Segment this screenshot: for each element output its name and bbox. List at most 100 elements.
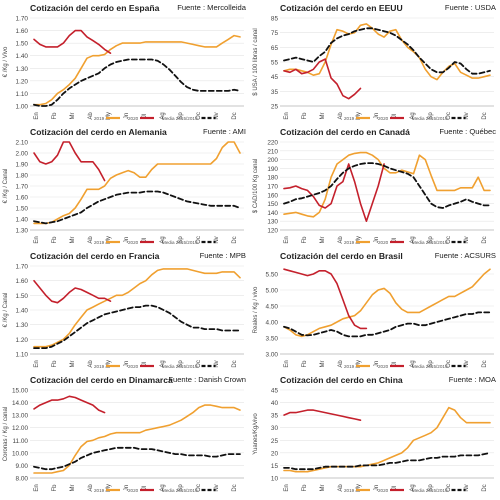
y-tick-label: 210 <box>267 148 278 155</box>
x-tick-label: Sp <box>428 484 434 492</box>
y-tick-label: 140 <box>267 210 278 217</box>
x-tick-label: Mr <box>320 485 326 492</box>
series-line-media <box>33 190 241 225</box>
legend-label: Media 2015/2019 <box>162 116 198 121</box>
y-tick-label: 9.00 <box>16 463 29 470</box>
legend-label: 2020 <box>378 240 389 245</box>
x-tick-label: Ag <box>410 236 416 243</box>
y-tick-label: 1.70 <box>16 16 29 23</box>
series-line-2019 <box>33 404 241 474</box>
x-tick-label: Nv <box>464 484 470 491</box>
series-line-2019 <box>33 268 241 348</box>
y-tick-label: 12.00 <box>12 425 28 432</box>
y-tick-label: 20 <box>271 450 279 457</box>
y-tick-label: 180 <box>267 175 278 182</box>
y-tick-label: 1.30 <box>16 228 29 235</box>
chart-panel: 1.00 1.10 1.20 1.30 1.40 1.50 1.60 1.70 En Fb Mr Ab… <box>2 2 248 124</box>
series-line-2020 <box>33 141 106 182</box>
chart-svg: 25 35 45 55 65 75 85 En Fb Mr Ab My Jn Jl Ag Sp Oc Nv Dc $ … <box>253 16 494 121</box>
chart-panel: 25 35 45 55 65 75 85 En Fb Mr Ab My Jn Jl Ag Sp Oc Nv Dc $ … <box>252 2 498 124</box>
legend-label: 2020 <box>128 240 139 245</box>
legend-label: 2020 <box>128 116 139 121</box>
y-tick-label: 150 <box>267 201 278 208</box>
x-tick-label: Fb <box>52 484 58 492</box>
chart-title: Cotización del cerdo en China <box>280 375 403 385</box>
x-tick-label: Mr <box>70 485 76 492</box>
x-tick-label: Sp <box>178 236 184 244</box>
y-tick-label: 120 <box>267 228 278 235</box>
y-tick-label: 160 <box>267 192 278 199</box>
x-tick-label: Jl <box>392 362 398 366</box>
legend-label: 2019 <box>94 364 105 369</box>
chart-panel: 1.30 1.40 1.50 1.60 1.70 1.80 1.90 2.00 2.10 En Fb… <box>2 126 248 248</box>
x-tick-label: En <box>34 112 40 119</box>
y-tick-label: 1.20 <box>16 78 29 85</box>
chart-source: Fuente : ACSURS <box>434 251 496 260</box>
x-tick-label: My <box>356 484 362 492</box>
y-tick-label: 3.50 <box>266 336 279 343</box>
y-tick-label: 15.00 <box>12 388 28 395</box>
series-line-media <box>283 311 491 338</box>
x-tick-label: En <box>34 236 40 243</box>
series-line-2019 <box>33 34 241 106</box>
x-tick-label: Mr <box>70 361 76 368</box>
x-tick-label: Mr <box>320 113 326 120</box>
x-tick-label: Fb <box>52 112 58 120</box>
x-tick-label: Mr <box>320 361 326 368</box>
y-tick-label: 130 <box>267 219 278 226</box>
x-tick-label: Oc <box>196 360 202 368</box>
x-tick-label: Dc <box>482 484 488 491</box>
chart-svg: 3.00 3.50 4.00 4.50 5.00 5.50 En Fb Mr Ab My Jn Jl Ag… <box>253 268 494 369</box>
y-tick-label: 4.00 <box>266 320 279 327</box>
x-tick-label: Ag <box>410 112 416 119</box>
x-tick-label: Nv <box>464 360 470 367</box>
x-tick-label: Ab <box>338 236 344 244</box>
chart-source: Fuente : MPB <box>199 251 246 260</box>
y-tick-label: 75 <box>271 30 279 37</box>
y-tick-label: 25 <box>271 104 279 111</box>
x-tick-label: En <box>284 360 290 367</box>
chart-svg: 1.00 1.10 1.20 1.30 1.40 1.50 1.60 1.70 En Fb Mr Ab… <box>3 16 244 121</box>
legend-label: Media 2015/2019 <box>162 488 198 493</box>
legend-label: Media 2015/2019 <box>412 364 448 369</box>
y-tick-label: 1.00 <box>16 104 29 111</box>
series-line-2019 <box>283 268 491 338</box>
chart-title: Cotización del cerdo en Alemania <box>30 127 167 137</box>
x-tick-label: Nv <box>464 112 470 119</box>
y-axis-label: € /Kg / Canal <box>3 293 9 328</box>
y-tick-label: 1.30 <box>16 322 29 329</box>
y-tick-label: 35 <box>271 413 279 420</box>
x-tick-label: Sp <box>178 484 184 492</box>
y-tick-label: 30 <box>271 425 279 432</box>
chart-title: Cotización del cerdo en Dinamarca <box>30 375 173 385</box>
chart-panel: 3.00 3.50 4.00 4.50 5.00 5.50 En Fb Mr Ab My Jn Jl Ag… <box>252 250 498 372</box>
x-tick-label: My <box>106 484 112 492</box>
y-tick-label: 65 <box>271 45 279 52</box>
series-line-2020 <box>283 409 362 422</box>
x-tick-label: En <box>284 484 290 491</box>
x-tick-label: Mr <box>70 237 76 244</box>
x-tick-label: Sp <box>178 360 184 368</box>
x-tick-label: Ab <box>88 360 94 368</box>
y-tick-label: 190 <box>267 166 278 173</box>
y-tick-label: 15 <box>271 463 279 470</box>
x-tick-label: Fb <box>52 360 58 368</box>
series-line-media <box>283 27 491 75</box>
chart-source: Fuente : USDA <box>444 3 496 12</box>
series-line-media <box>33 58 241 107</box>
y-tick-label: 2.10 <box>16 140 29 147</box>
x-tick-label: Jn <box>124 485 130 491</box>
series-line-media <box>283 452 491 471</box>
x-tick-label: En <box>34 484 40 491</box>
legend-label: 2020 <box>378 364 389 369</box>
x-tick-label: Ab <box>88 484 94 492</box>
series-line-2020 <box>33 279 112 304</box>
y-axis-label: Reales / Kg / vivo <box>253 286 259 333</box>
x-tick-label: Nv <box>464 236 470 243</box>
x-tick-label: Ab <box>88 112 94 120</box>
y-tick-label: 1.90 <box>16 162 29 169</box>
legend-label: 2019 <box>344 116 355 121</box>
x-tick-label: Ab <box>338 484 344 492</box>
y-tick-label: 1.70 <box>16 264 29 271</box>
